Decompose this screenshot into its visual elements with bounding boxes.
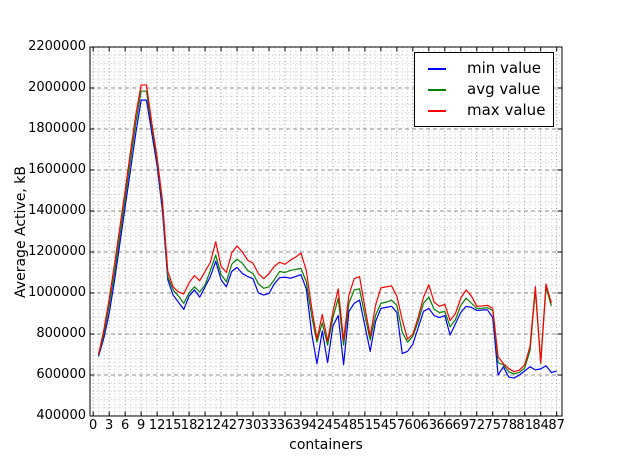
y-tick-label: 600000 <box>36 367 86 382</box>
x-tick-label: 63 <box>420 418 438 433</box>
x-tick-label: 18 <box>180 418 198 433</box>
y-tick-label: 400000 <box>36 408 86 423</box>
y-tick-label: 1600000 <box>28 162 86 177</box>
avg-line-swatch <box>428 88 446 91</box>
x-tick-label: 45 <box>324 418 342 433</box>
legend-entry-max: max value <box>415 102 553 119</box>
y-tick-label: 1200000 <box>28 244 86 259</box>
x-tick-label: 78 <box>500 418 517 433</box>
x-tick-label: 57 <box>388 418 406 433</box>
x-tick-label: 84 <box>532 418 549 433</box>
x-tick-label: 9 <box>137 418 146 433</box>
legend-entry-min: min value <box>415 60 553 77</box>
x-tick-label: 24 <box>212 418 230 433</box>
x-tick-label: 6 <box>121 418 130 433</box>
x-tick-label: 3 <box>105 418 114 433</box>
x-tick-label: 60 <box>404 418 422 433</box>
x-tick-label: 48 <box>340 418 358 433</box>
legend-entry-avg: avg value <box>415 81 553 98</box>
legend-label-max: max value <box>467 101 546 119</box>
x-tick-label: 81 <box>516 418 533 433</box>
y-tick-label: 2000000 <box>28 80 86 95</box>
x-tick-label: 39 <box>292 418 310 433</box>
x-tick-label: 12 <box>148 418 166 433</box>
x-tick-label: 69 <box>452 418 470 433</box>
min-line-swatch <box>428 67 446 70</box>
legend-label-avg: avg value <box>467 80 541 98</box>
y-tick-label: 1400000 <box>28 203 86 218</box>
plot-frame <box>89 46 563 417</box>
x-axis-label: containers <box>289 437 363 453</box>
series-line-max <box>97 84 552 373</box>
x-tick-label: 30 <box>244 418 262 433</box>
x-tick-label: 15 <box>164 418 182 433</box>
x-tick-label: 66 <box>436 418 454 433</box>
x-tick-label: 51 <box>356 418 374 433</box>
x-tick-label: 42 <box>308 418 326 433</box>
max-line-swatch <box>428 109 446 112</box>
y-tick-label: 2200000 <box>28 39 86 54</box>
y-tick-label: 1000000 <box>28 285 86 300</box>
legend: min value avg value max value <box>414 52 554 127</box>
x-tick-label: 0 <box>89 418 98 433</box>
series-line-avg <box>97 90 552 375</box>
x-tick-label: 54 <box>372 418 390 433</box>
legend-label-min: min value <box>467 59 542 77</box>
y-tick-label: 800000 <box>36 326 86 341</box>
x-tick-label: 36 <box>276 418 294 433</box>
x-tick-label: 27 <box>228 418 246 433</box>
x-tick-label: 72 <box>468 418 486 433</box>
x-tick-label: 75 <box>484 418 501 433</box>
x-tick-label: 87 <box>548 418 565 433</box>
y-tick-label: 1800000 <box>28 121 86 136</box>
x-tick-label: 33 <box>260 418 278 433</box>
x-tick-label: 21 <box>196 418 214 433</box>
series-line-min <box>97 99 557 379</box>
